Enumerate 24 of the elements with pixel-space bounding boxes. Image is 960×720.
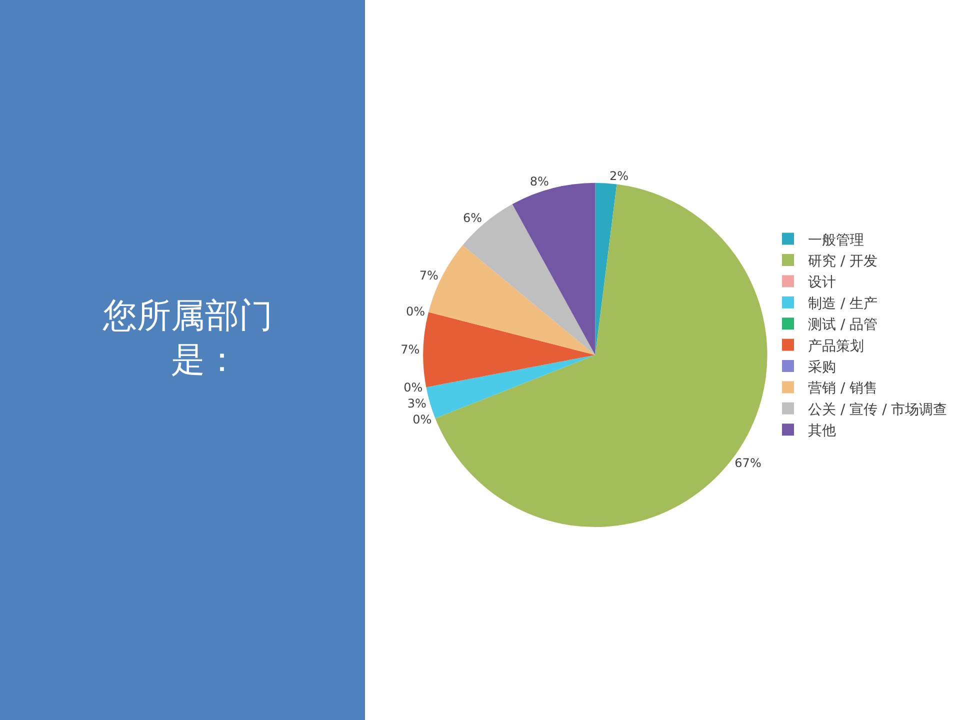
legend-label: 公关 / 宣传 / 市场调查 [808,402,948,418]
legend-label: 其他 [808,423,836,440]
text: 0% [404,380,423,394]
legend-label: 研究 / 开发 [808,253,878,270]
pie-slice [423,312,596,388]
legend-label: 一般管理 [808,232,864,248]
pie-slice [595,182,617,355]
legend-label: 测试 / 品管 [808,317,878,334]
text: 0% [412,412,432,426]
data-label: 2% [610,169,629,184]
legend-label: 制造 / 生产 [808,296,878,312]
data-label: 7% [419,268,438,282]
legend-label: 采购 [808,359,836,376]
data-label: 8% [530,174,549,189]
data-label: 3% [407,396,426,411]
text: 0% [406,304,426,319]
text: 您所属部门是： [102,296,273,380]
pie-slice [462,204,596,355]
legend-label: 产品策划 [808,338,864,354]
legend-label: 营销 / 销售 [808,380,878,397]
data-label: 6% [462,211,482,226]
data-label: 67% [734,456,762,470]
legend-label: 设计 [808,274,836,291]
data-label: 7% [400,342,420,357]
